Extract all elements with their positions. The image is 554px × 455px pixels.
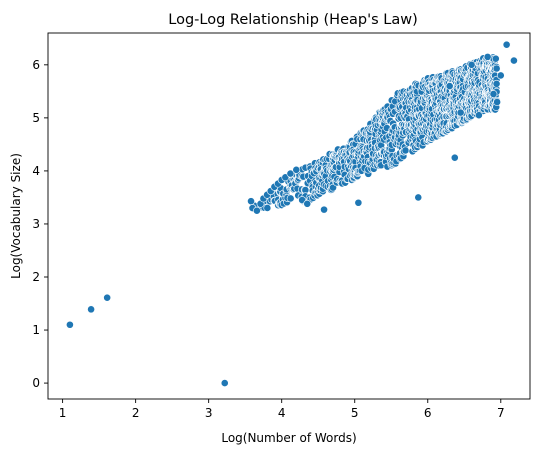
x-tick-label: 3 <box>205 406 213 420</box>
x-tick-label: 2 <box>132 406 140 420</box>
y-tick-label: 0 <box>32 376 40 390</box>
data-point <box>510 56 518 65</box>
data-point <box>354 198 363 207</box>
y-axis-label: Log(Vocabulary Size) <box>9 153 23 279</box>
cloud-point <box>493 98 502 106</box>
data-point <box>292 165 301 174</box>
axes-frame <box>47 32 531 400</box>
data-point <box>489 90 498 98</box>
data-point <box>502 40 511 49</box>
cloud-point <box>401 146 410 155</box>
x-axis: 1 2 3 4 5 6 7 <box>59 399 505 420</box>
cloud-point <box>492 79 501 88</box>
x-tick-label: 6 <box>424 406 432 420</box>
data-point <box>445 82 454 90</box>
y-tick-label: 1 <box>32 323 40 337</box>
data-point <box>66 320 74 329</box>
x-tick-label: 4 <box>278 406 286 420</box>
cloud-point <box>286 194 295 203</box>
data-point <box>450 153 459 162</box>
y-axis: 0 1 2 3 4 5 6 <box>32 58 48 390</box>
data-point <box>496 71 505 80</box>
chart-title: Log-Log Relationship (Heap's Law) <box>168 12 417 28</box>
y-tick-label: 2 <box>32 270 40 284</box>
plot-area <box>66 40 518 387</box>
y-tick-label: 3 <box>32 217 40 231</box>
y-tick-label: 4 <box>32 164 40 178</box>
cloud-point <box>492 64 501 73</box>
cloud-point <box>491 54 500 63</box>
data-point <box>474 111 483 120</box>
data-point <box>286 169 295 178</box>
x-tick-label: 5 <box>351 406 359 420</box>
data-point <box>220 379 229 387</box>
data-point <box>467 60 476 69</box>
data-point <box>303 199 312 208</box>
cloud-point <box>263 204 272 212</box>
x-tick-label: 1 <box>59 406 67 420</box>
data-point <box>414 193 423 202</box>
data-point <box>483 52 492 61</box>
data-point <box>87 305 95 314</box>
x-tick-label: 7 <box>497 406 505 420</box>
y-tick-label: 6 <box>32 58 40 72</box>
data-point <box>320 205 328 214</box>
data-point <box>252 206 261 215</box>
data-point <box>247 197 255 206</box>
data-point <box>103 293 112 302</box>
x-axis-label: Log(Number of Words) <box>221 431 356 445</box>
y-tick-label: 5 <box>32 111 40 125</box>
data-point <box>456 108 465 117</box>
